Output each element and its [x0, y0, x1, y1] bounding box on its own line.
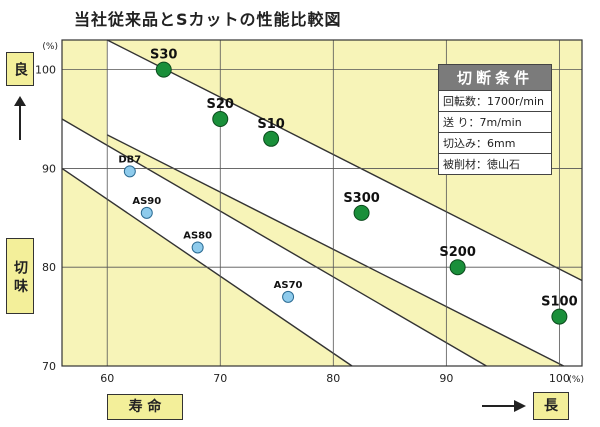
data-point-as90	[140, 206, 153, 219]
y-label-good: 良	[6, 52, 34, 86]
data-label-s20: S20	[207, 97, 234, 112]
condition-row: 切込み：6mm	[439, 132, 551, 153]
x-tick-label: 90	[439, 372, 453, 385]
band-boundary-line	[61, 118, 487, 367]
x-tick-label: 60	[100, 372, 114, 385]
cutting-conditions-box: 切断条件 回転数：1700r/min 送 り：7m/min 切込み：6mm 被削…	[438, 64, 552, 175]
band-boundary-line	[106, 39, 583, 282]
y-tick-label: 90	[42, 162, 56, 175]
x-axis-label: 寿 命	[107, 394, 183, 420]
data-label-as70: AS70	[274, 280, 303, 291]
data-point-s200	[449, 259, 466, 276]
y-axis-label: 切 味	[6, 238, 34, 314]
condition-row: 送 り：7m/min	[439, 111, 551, 132]
x-tick-label: 70	[213, 372, 227, 385]
y-tick-label: 80	[42, 261, 56, 274]
conditions-heading: 切断条件	[439, 65, 551, 90]
condition-row: 回転数：1700r/min	[439, 90, 551, 111]
data-point-db7	[123, 165, 136, 178]
data-point-s10	[263, 130, 280, 147]
condition-row: 被削材：徳山石	[439, 153, 551, 174]
y-unit-label: (%)	[42, 42, 58, 52]
data-point-s30	[155, 61, 172, 78]
data-label-as80: AS80	[183, 230, 212, 241]
band-boundary-line	[106, 134, 564, 367]
x-tick-label: 80	[326, 372, 340, 385]
data-label-s100: S100	[541, 295, 578, 310]
y-tick-label: 100	[35, 64, 56, 77]
data-point-as80	[191, 241, 204, 254]
y-up-arrow-icon	[12, 96, 28, 144]
data-label-as90: AS90	[132, 196, 161, 207]
data-label-s200: S200	[439, 245, 476, 260]
x-right-arrow-icon	[482, 398, 526, 418]
chart-title: 当社従来品とSカットの性能比較図	[74, 10, 342, 29]
data-label-s30: S30	[150, 48, 177, 63]
data-points: S30 S20 S10 S300 S200 S100 DB7 AS90 AS80 AS70	[118, 48, 578, 325]
x-label-long: 長	[533, 392, 569, 420]
y-tick-label: 70	[42, 360, 56, 373]
data-point-s20	[212, 111, 229, 128]
data-label-db7: DB7	[118, 154, 141, 165]
data-point-s300	[353, 204, 370, 221]
data-label-s300: S300	[343, 191, 380, 206]
x-unit-label: (%)	[568, 375, 584, 385]
data-point-as70	[282, 290, 295, 303]
data-point-s100	[551, 308, 568, 325]
data-label-s10: S10	[257, 117, 284, 132]
x-tick-label: 100	[549, 372, 570, 385]
plot-frame	[61, 39, 583, 367]
